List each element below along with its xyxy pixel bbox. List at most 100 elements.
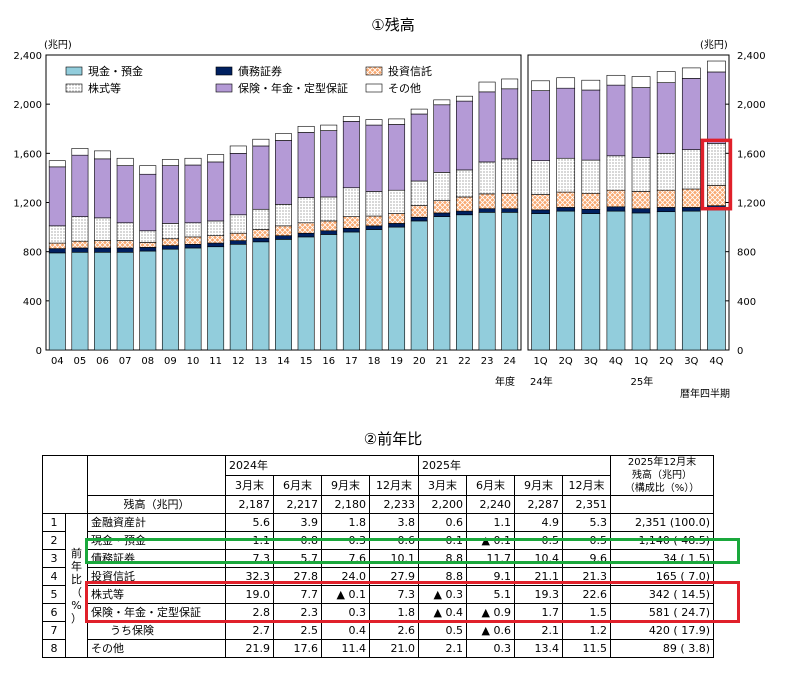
y-tick-label: 2,400 [13, 51, 42, 62]
row-latest: 2,351 (100.0) [610, 513, 714, 532]
annual-bar-保険・年金・定型保証 [433, 104, 451, 173]
row-value: ▲ 0.1 [321, 585, 370, 604]
annual-bar-株式等 [229, 214, 247, 234]
annual-bar-現金・預金 [229, 243, 247, 351]
row-number: 4 [42, 567, 66, 586]
annual-bar-その他 [410, 108, 428, 115]
row-value: 1.5 [562, 603, 611, 622]
annual-bar-保険・年金・定型保証 [71, 154, 89, 217]
row-label: 保険・年金・定型保証 [87, 603, 226, 622]
annual-x-tick: 14 [277, 356, 290, 367]
row-value: 0.4 [321, 621, 370, 640]
quarterly-x-label: 暦年四半期 [680, 387, 730, 400]
annual-bar-投資信託 [433, 200, 451, 214]
row-latest: 420 ( 17.9) [610, 621, 714, 640]
row-value: 21.0 [369, 639, 419, 658]
y-tick-label: 1,200 [737, 199, 766, 210]
row-value: 5.1 [466, 585, 515, 604]
annual-bar-保険・年金・定型保証 [456, 100, 473, 171]
annual-bar-株式等 [71, 216, 89, 242]
quarter-header: 6月末 [466, 475, 515, 496]
annual-bar-その他 [116, 157, 134, 166]
quarterly-bar-債務証券 [631, 208, 651, 214]
annual-bar-その他 [184, 157, 202, 166]
annual-bar-現金・預金 [456, 214, 473, 351]
row-value: 22.6 [562, 585, 611, 604]
row-value: 3.8 [369, 513, 419, 532]
quarterly-bar-その他 [581, 79, 601, 91]
row-value: 11.4 [321, 639, 370, 658]
row-value: 0.1 [418, 531, 467, 550]
quarterly-x-tick: 2Q [559, 356, 573, 367]
annual-bar-株式等 [478, 161, 496, 195]
row-value: 2.1 [418, 639, 467, 658]
row-value: ▲ 0.9 [466, 603, 515, 622]
quarter-header: 9月末 [514, 475, 563, 496]
row-latest: 34 ( 1.5) [610, 549, 714, 568]
legend-label: 債務証券 [238, 64, 282, 78]
row-value: 27.8 [273, 567, 322, 586]
quarterly-y-axis-label: (兆円) [700, 39, 728, 51]
balance-latest-blank [610, 495, 714, 514]
y-tick-label: 0 [737, 346, 743, 357]
row-value: 0.8 [273, 531, 322, 550]
annual-x-tick: 06 [96, 356, 109, 367]
annual-bar-株式等 [161, 223, 179, 240]
row-label: うち保険 [87, 621, 226, 640]
balance-chart: ①残高 0 400 800 1,200 1,600 2,000 2,400 04 05 06 07 0… [13, 16, 766, 400]
annual-bar-投資信託 [456, 196, 473, 212]
annual-bar-保険・年金・定型保証 [184, 164, 202, 224]
annual-bar-現金・預金 [501, 212, 519, 351]
annual-bar-投資信託 [275, 225, 292, 236]
balance-value: 2,180 [321, 495, 370, 514]
legend-label: 投資信託 [388, 64, 432, 78]
annual-x-tick: 07 [119, 356, 132, 367]
y-tick-label: 400 [737, 297, 756, 308]
quarterly-bar-株式等 [556, 157, 576, 193]
annual-x-tick: 04 [51, 356, 64, 367]
quarterly-bar-保険・年金・定型保証 [531, 90, 550, 162]
annual-bar-保険・年金・定型保証 [275, 140, 292, 205]
annual-bar-現金・預金 [297, 236, 315, 351]
annual-x-tick: 13 [255, 356, 268, 367]
annual-bar-株式等 [388, 189, 406, 214]
annual-bar-債務証券 [342, 228, 360, 233]
row-value: 2.3 [273, 603, 322, 622]
y-tick-label: 2,400 [737, 51, 766, 62]
header-blank [87, 455, 226, 496]
row-value: ▲ 0.1 [466, 531, 515, 550]
quarterly-year-label: 24年 [530, 375, 553, 388]
quarterly-bar-投資信託 [606, 189, 626, 208]
row-value: 9.1 [466, 567, 515, 586]
annual-bar-投資信託 [478, 193, 496, 209]
row-value: 7.3 [369, 585, 419, 604]
annual-bar-投資信託 [252, 229, 270, 239]
annual-bar-保険・年金・定型保証 [320, 130, 338, 198]
quarterly-x-tick: 4Q [709, 356, 723, 367]
quarterly-bar-債務証券 [531, 209, 550, 214]
quarterly-bar-投資信託 [631, 191, 651, 209]
row-value: ▲ 0.4 [418, 603, 467, 622]
row-value: 0.6 [418, 513, 467, 532]
annual-bar-債務証券 [229, 240, 247, 245]
annual-bar-その他 [207, 154, 225, 163]
row-value: 8.8 [418, 549, 467, 568]
quarterly-bar-現金・預金 [631, 212, 651, 351]
quarterly-bar-債務証券 [681, 207, 701, 212]
annual-bar-現金・預金 [342, 231, 360, 351]
quarterly-bar-現金・預金 [707, 209, 726, 351]
quarterly-bar-その他 [556, 77, 576, 89]
row-value: 27.9 [369, 567, 419, 586]
legend-label: その他 [388, 82, 421, 95]
annual-bar-投資信託 [116, 240, 134, 249]
annual-bar-現金・預金 [94, 251, 111, 351]
row-value: 21.1 [514, 567, 563, 586]
annual-x-tick: 21 [435, 356, 448, 367]
quarterly-x-tick: 3Q [584, 356, 598, 367]
quarterly-bar-保険・年金・定型保証 [556, 87, 576, 159]
row-value: 17.6 [273, 639, 322, 658]
row-value: ▲ 0.3 [418, 585, 467, 604]
annual-x-tick: 15 [300, 356, 313, 367]
yoy-table: 2024年 2025年 2025年12月末 残高（兆円） （構成比（%）） 3月末 6月末 9… [42, 455, 714, 658]
annual-bar-保険・年金・定型保証 [478, 91, 496, 163]
